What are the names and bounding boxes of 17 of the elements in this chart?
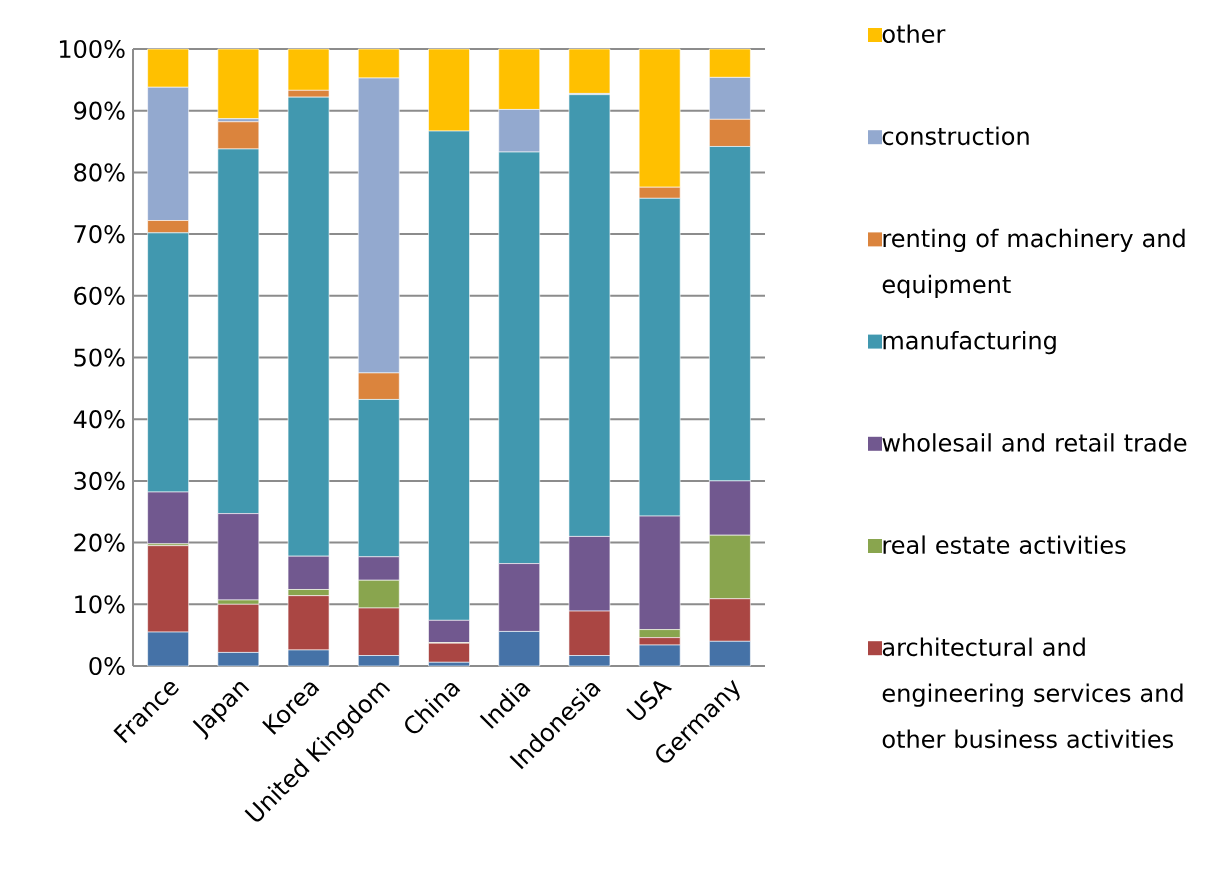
y-tick-label: 40%: [73, 410, 125, 429]
legend-label: real estate activities: [883, 535, 1126, 554]
y-tick-label: 60%: [74, 286, 125, 305]
y-tick-label: 80%: [74, 163, 125, 182]
legend-label: construction: [882, 126, 1029, 146]
y-tick-label: 70%: [74, 225, 125, 244]
y-tick-label: 90%: [74, 101, 125, 120]
y-tick-label: 100%: [59, 39, 125, 59]
legend-label: other: [882, 24, 946, 43]
y-tick-label: 30%: [74, 471, 125, 490]
legend-label: manufacturing: [883, 331, 1056, 355]
y-tick-label: 50%: [74, 348, 125, 367]
y-tick-label: 10%: [75, 595, 125, 614]
y-tick-label: 0%: [89, 656, 125, 676]
legend-label: architectural and engineering services and other business activities: [882, 637, 1183, 749]
legend-label: wholesail and retail trade: [882, 433, 1187, 452]
y-tick-label: 20%: [74, 533, 125, 552]
